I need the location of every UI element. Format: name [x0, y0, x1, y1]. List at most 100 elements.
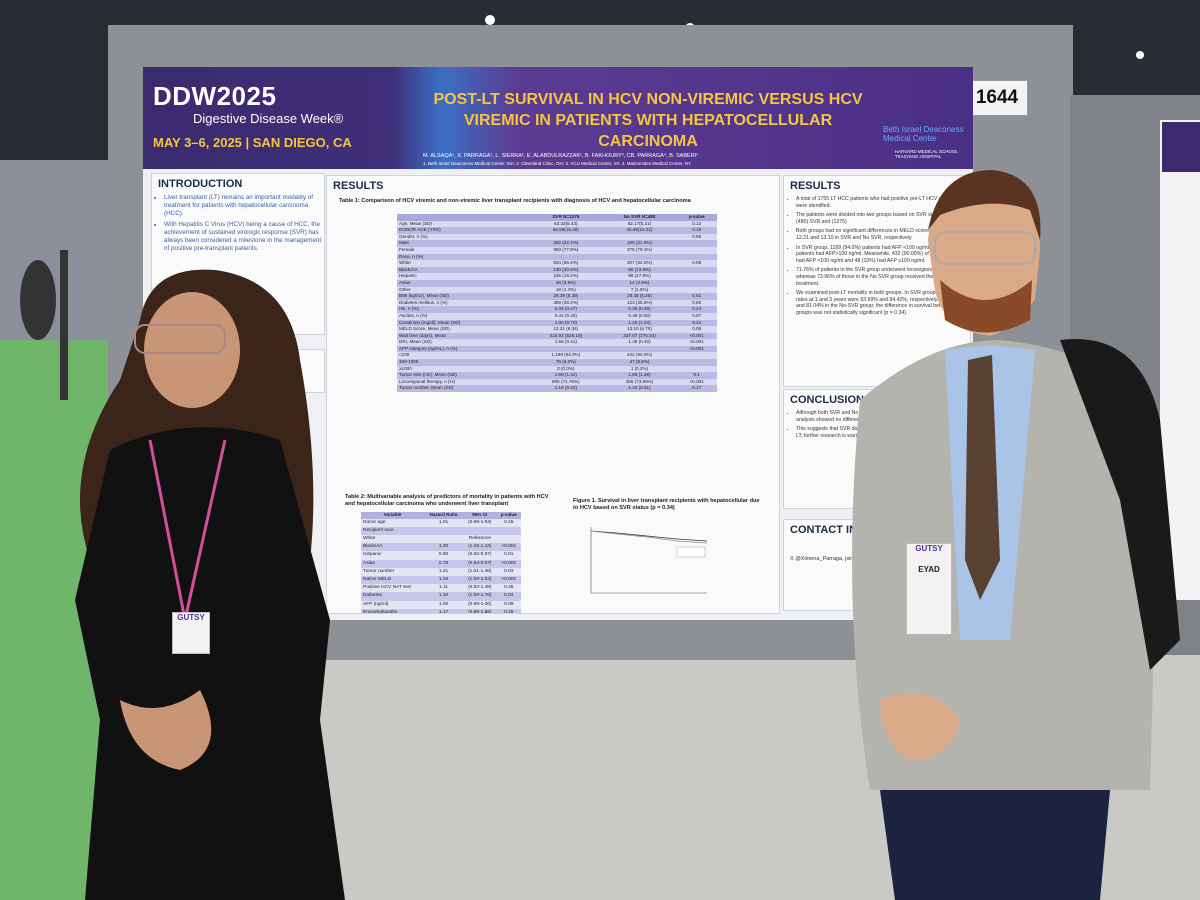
cell: 1.48 (0.40) [602, 339, 677, 346]
cell: 0.25 [496, 608, 521, 613]
cell: Asian [397, 279, 529, 287]
cell: <0.001 [496, 576, 521, 585]
cell: Diabetes [361, 592, 425, 601]
row: Wait time (days), Mean 416.92 (528.19) 337… [397, 332, 717, 340]
cell: 0.90 [424, 551, 464, 560]
row: Asian 0.75 (0.64-0.87) <0.001 [361, 559, 521, 568]
cell: (0.83-1.48) [463, 584, 497, 593]
cell [602, 345, 677, 353]
cell: (0.88-1.56) [463, 608, 497, 613]
row: <100 1,199 (94.0%) 432 (90.0%) [397, 352, 717, 360]
cell: Tumor size (cm), Mean (SD) [397, 372, 529, 379]
cell: 307 (64.0%) [602, 260, 677, 267]
cell: 14 (2.9%) [602, 279, 677, 287]
cell: 905 (71.76%) [529, 378, 603, 386]
cell: 0.19 [676, 227, 717, 234]
cell: 416.92 (528.19) [529, 332, 603, 340]
beard [940, 280, 1032, 333]
badge-text: GUTSY [177, 613, 205, 622]
table: SVR N=1275 No SVR N=480 p-value Age, Mean (… [397, 214, 717, 393]
row: Recipient race [361, 526, 521, 535]
cell [676, 352, 717, 360]
bullet-list: Liver transplant (LT) remains an importa… [152, 194, 324, 253]
cell: 76 (6.0%) [529, 359, 603, 366]
cell [529, 253, 603, 261]
cell: 993 (77.9%) [529, 246, 603, 254]
cell: 0.44 (0.49) [529, 312, 603, 320]
face [144, 292, 240, 408]
cell: 86 (17.9%) [602, 273, 677, 280]
cell: 1.22 (0.61) [602, 385, 677, 393]
cell: ≥1000 [397, 365, 529, 373]
cell: <0.001 [496, 543, 521, 552]
cell: <0.001 [496, 559, 521, 568]
row: Age, Mean (SD) 63.33(5.43) 62.17(5.21) 0.12 [397, 220, 717, 228]
cell: 13.10 (6.70) [602, 326, 677, 333]
cell: 337.67 (375.53) [602, 332, 677, 340]
cell: Diabetes mellitus, n (%) [397, 299, 529, 307]
cell: <0.001 [676, 332, 717, 340]
cell: AFP category (ng/mL), n (%) [397, 345, 529, 353]
cell: (1.00-1.04) [463, 576, 497, 585]
row: Donor age 1.01 (0.99-1.04) 0.15 [361, 518, 521, 527]
bystander [20, 260, 56, 340]
row: Tumor size (cm), Mean (SD) 1.59 (1.34) 1.6… [397, 372, 717, 379]
affiliations: 1. Beth Israel Deaconess Medical Center,… [423, 161, 692, 166]
cell: (1.00-1.76) [463, 592, 497, 601]
cell: 1.00 [424, 600, 464, 609]
bullet: 71.76% of patients in the SVR group unde… [796, 267, 970, 287]
cell: 29.39 (5.39) [529, 293, 603, 300]
institution-sub: HARVARD MEDICAL SCHOOL TEACHING HOSPITAL [895, 149, 958, 159]
section-title: RESULTS [333, 180, 384, 192]
curve [590, 530, 708, 542]
cell: 1.00 (0.70) [529, 319, 603, 327]
cell: 105 (21.9%) [602, 240, 677, 247]
cell: White [397, 260, 529, 267]
row: Positive HCV NAT test 1.11 (0.83-1.48) 0.45 [361, 584, 521, 593]
cell: 1.21 [424, 567, 464, 577]
cell: 0.75 [424, 559, 464, 568]
bullet: With Hepatitis C Virus (HCV) being a cau… [164, 221, 324, 253]
row: Male 282 (22.1%) 105 (21.9%) [397, 240, 717, 247]
cell: 1 (0.2%) [602, 365, 677, 373]
glasses [934, 231, 1036, 265]
cell: 0.24 [676, 306, 717, 313]
row: Hispanic 245 (19.2%) 86 (17.9%) [397, 273, 717, 280]
section-title: CONTACT INFO [790, 524, 873, 536]
header-cell: p-value [676, 214, 717, 221]
cell: Locoregional therapy, n (%) [397, 378, 529, 386]
cell [676, 246, 717, 254]
trousers [880, 790, 1110, 900]
cell [463, 526, 497, 535]
header-row: Variable Hazard Ratio 95% CI p-value [361, 512, 521, 519]
row: Ascites, n (%) 0.44 (0.49) 0.48 (0.50) 0.97 [397, 312, 717, 320]
table: Variable Hazard Ratio 95% CI p-value Donor a… [361, 512, 521, 613]
poster-title: POST-LT SURVIVAL IN HCV NON-VIREMIC VERS… [433, 91, 863, 150]
authors: M. ALSAQA¹, X. PARRAGA¹, L. SIERRA², E. … [423, 153, 698, 159]
cell: 1.20 [424, 543, 464, 552]
cell: AFP (ng/ml) [361, 600, 425, 609]
cell: <0.001 [676, 378, 717, 386]
hands [120, 690, 212, 770]
row: MELD Score, Mean (SD) 12.21 (6.34) 13.10 (… [397, 326, 717, 333]
cell [676, 240, 717, 247]
cell: HE, n (%) [397, 306, 529, 313]
cell: Reference [463, 535, 497, 544]
cell: (0.64-0.87) [463, 559, 497, 568]
cell [529, 345, 603, 353]
cell: DRI, Mean (SD) [397, 339, 529, 346]
cell [424, 535, 464, 544]
cell [676, 279, 717, 287]
row: Encephalopathy 1.17 (0.88-1.56) 0.25 [361, 608, 521, 613]
name-badge: GUTSY [172, 612, 210, 654]
stand [60, 250, 68, 400]
cell: 1.01 [424, 518, 464, 527]
header-cell: 95% CI [463, 512, 497, 519]
cell: 0.48 (0.50) [602, 312, 677, 320]
cell: Creatinine (mg/dl), Mean (SD) [397, 319, 529, 327]
cell: 0 (0.0%) [529, 365, 603, 373]
cell [602, 233, 677, 241]
results-box: RESULTS Table 1: Comparison of HCV virem… [326, 175, 780, 614]
